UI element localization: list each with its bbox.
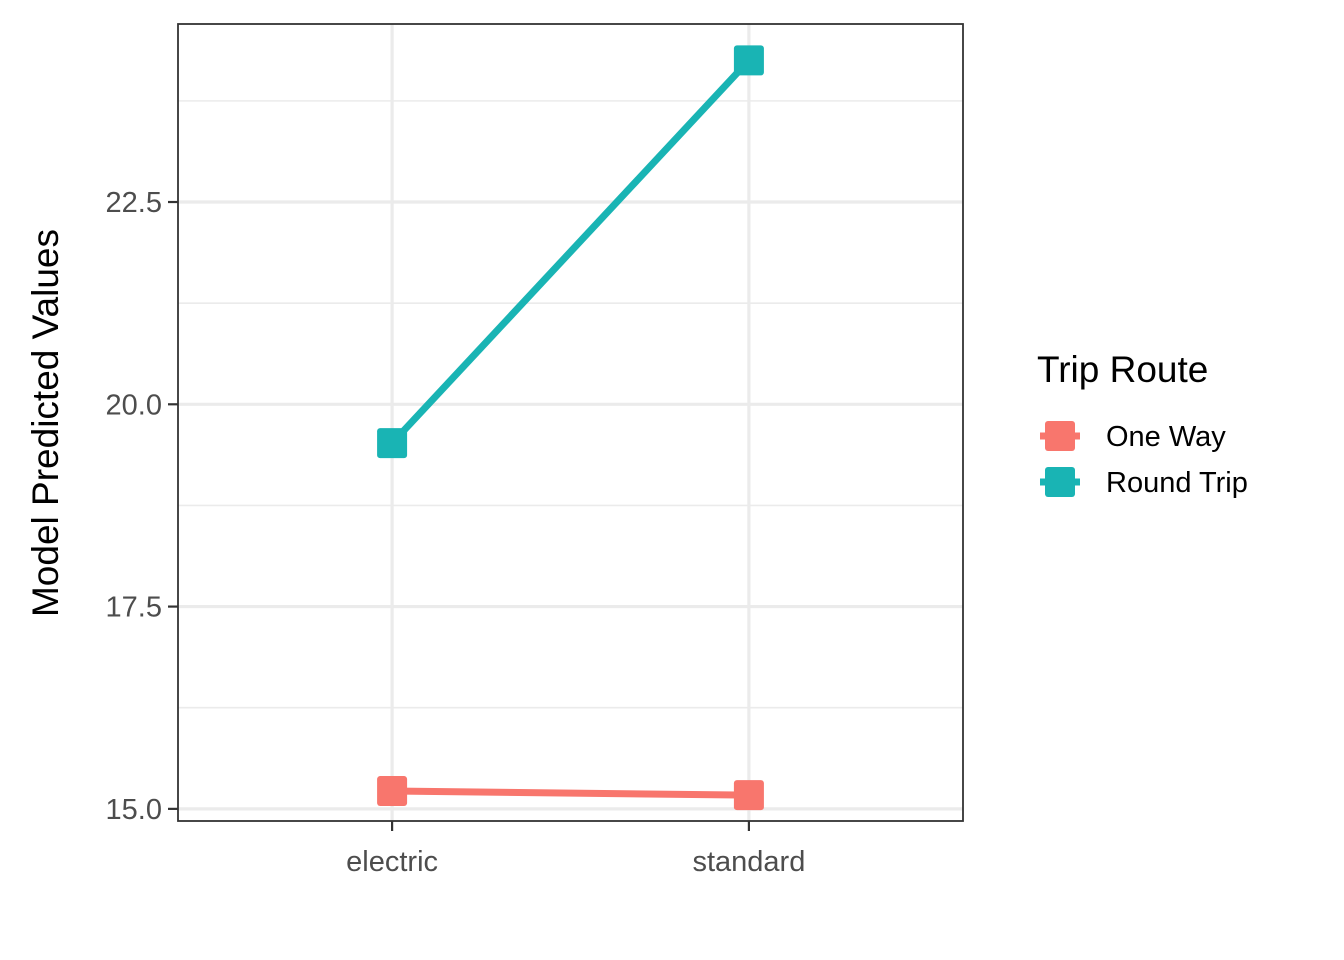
legend-label: One Way (1106, 421, 1226, 453)
grid-major (178, 24, 963, 821)
data-point (377, 428, 408, 459)
series-layer (377, 45, 764, 811)
y-axis: 15.0 17.5 20.0 22.5 (106, 187, 178, 826)
y-tick-label: 22.5 (106, 187, 162, 219)
data-point (733, 45, 764, 76)
legend-label: Round Trip (1106, 467, 1248, 499)
legend-key-marker (1045, 467, 1075, 497)
legend-items: One Way Round Trip (1040, 421, 1248, 499)
panel-background (178, 24, 963, 821)
legend-title: Trip Route (1037, 349, 1208, 390)
y-axis-title: Model Predicted Values (25, 229, 66, 617)
grid-minor (178, 100, 963, 709)
x-tick-label: electric (346, 846, 438, 878)
y-tick-label: 17.5 (106, 592, 162, 624)
panel-border (177, 23, 964, 822)
data-point (377, 776, 408, 807)
x-axis: electric standard (346, 821, 805, 878)
series-line (389, 58, 752, 446)
y-tick-label: 20.0 (106, 389, 162, 421)
legend-key-marker (1045, 421, 1075, 451)
x-tick-label: standard (692, 846, 805, 878)
data-point (733, 780, 764, 811)
legend: Trip Route One Way Round Trip (1037, 349, 1248, 499)
y-tick-label: 15.0 (106, 794, 162, 826)
series-line (392, 787, 749, 799)
